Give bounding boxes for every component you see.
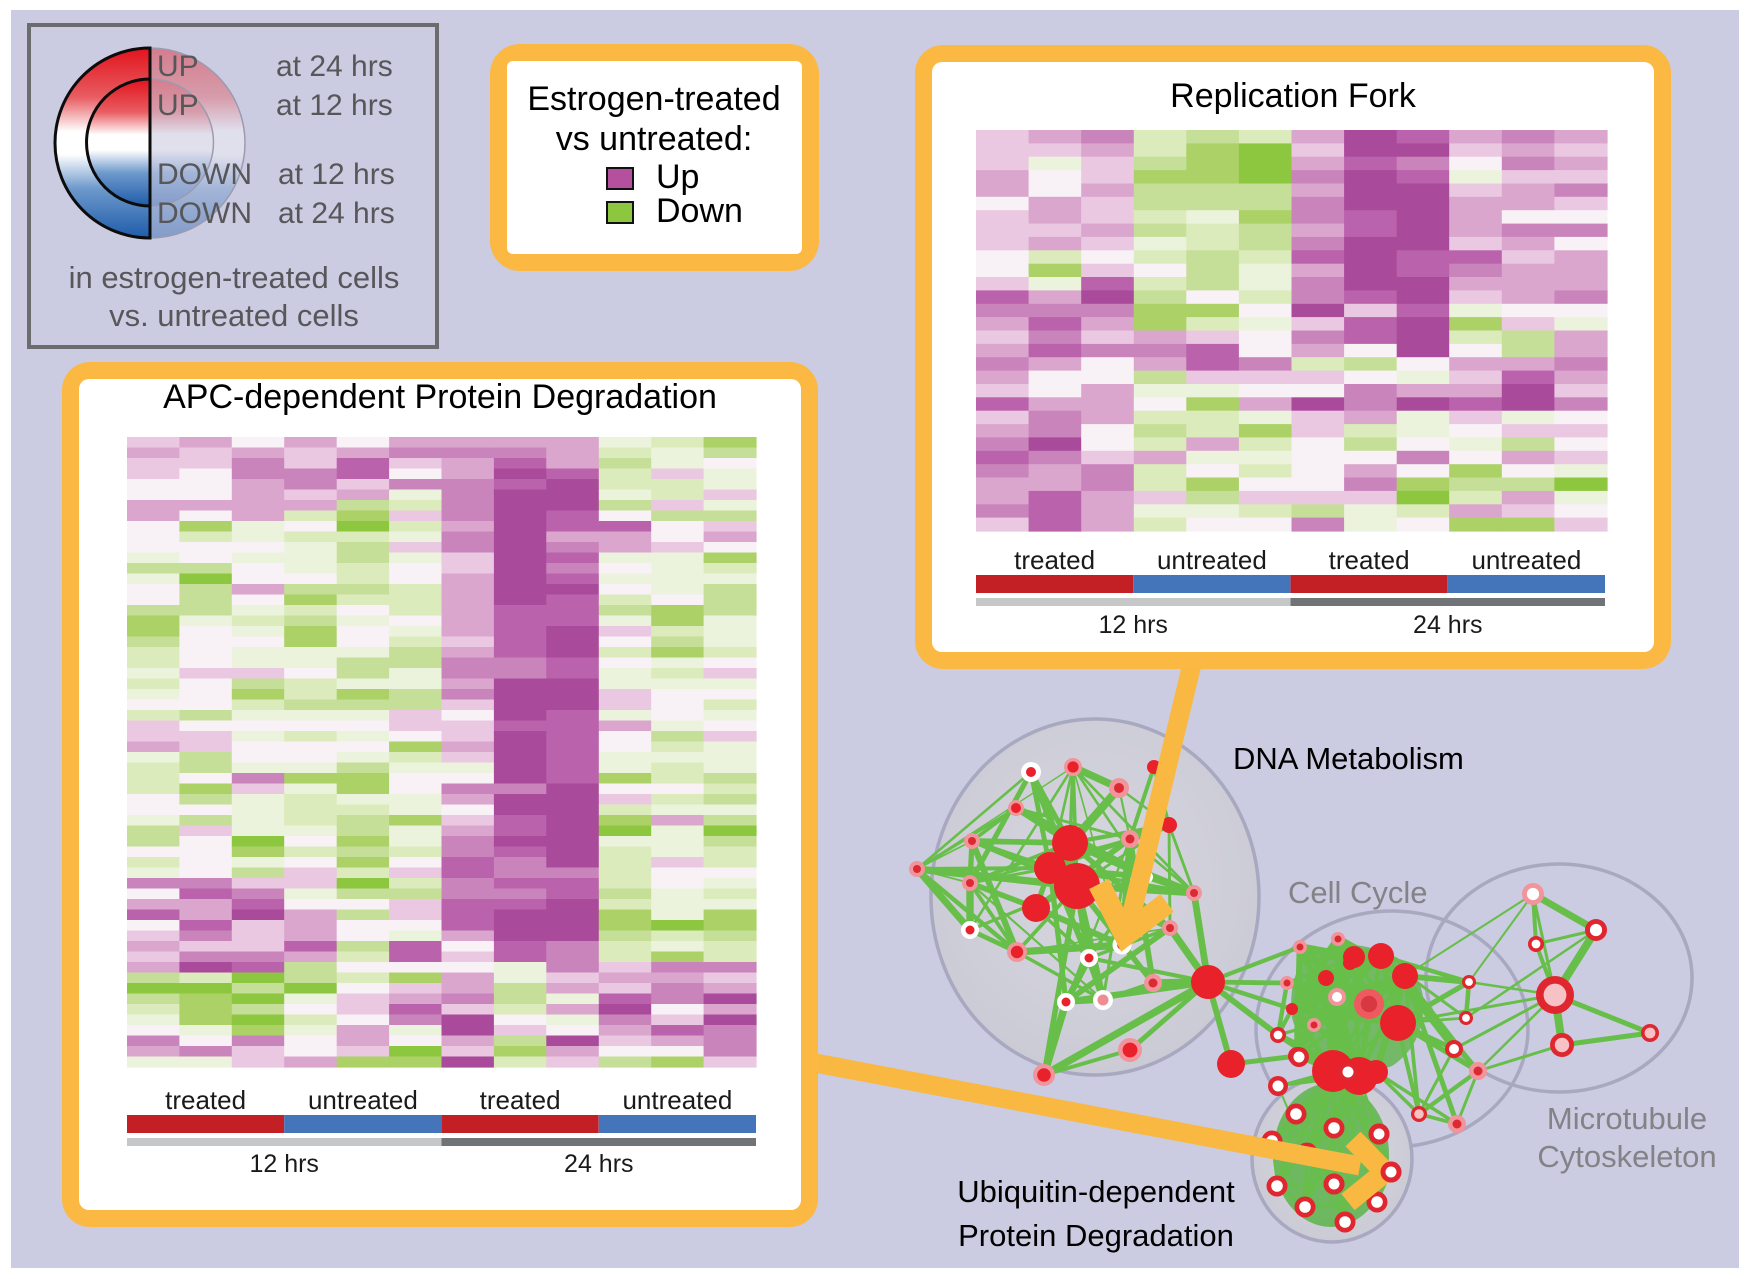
svg-text:Replication Fork: Replication Fork (1170, 77, 1417, 115)
svg-text:Protein Degradation: Protein Degradation (958, 1218, 1234, 1253)
svg-text:12 hrs: 12 hrs (249, 1150, 318, 1178)
svg-text:at 12 hrs: at 12 hrs (278, 158, 395, 191)
svg-text:24 hrs: 24 hrs (564, 1150, 633, 1178)
svg-text:untreated: untreated (1471, 545, 1581, 575)
svg-text:DOWN: DOWN (157, 158, 252, 191)
svg-text:12 hrs: 12 hrs (1098, 611, 1167, 639)
svg-text:untreated: untreated (1157, 545, 1267, 575)
svg-text:DOWN: DOWN (157, 197, 252, 230)
svg-text:Cytoskeleton: Cytoskeleton (1537, 1139, 1716, 1174)
svg-text:Microtubule: Microtubule (1547, 1101, 1707, 1136)
svg-text:UP: UP (157, 89, 199, 122)
svg-text:at 24 hrs: at 24 hrs (276, 50, 393, 83)
svg-text:24 hrs: 24 hrs (1413, 611, 1482, 639)
svg-text:at 12 hrs: at 12 hrs (276, 89, 393, 122)
svg-text:Down: Down (656, 192, 743, 230)
svg-text:treated: treated (480, 1085, 561, 1115)
svg-text:in estrogen-treated cells: in estrogen-treated cells (69, 260, 400, 295)
svg-text:Cell Cycle: Cell Cycle (1288, 875, 1428, 910)
svg-text:vs untreated:: vs untreated: (556, 120, 753, 158)
svg-text:Ubiquitin-dependent: Ubiquitin-dependent (957, 1174, 1235, 1209)
svg-text:untreated: untreated (622, 1085, 732, 1115)
svg-text:APC-dependent Protein Degradat: APC-dependent Protein Degradation (163, 378, 717, 416)
svg-text:at 24 hrs: at 24 hrs (278, 197, 395, 230)
svg-text:treated: treated (1329, 545, 1410, 575)
svg-text:DNA Metabolism: DNA Metabolism (1233, 741, 1464, 776)
svg-text:treated: treated (165, 1085, 246, 1115)
svg-text:untreated: untreated (308, 1085, 418, 1115)
svg-text:treated: treated (1014, 545, 1095, 575)
svg-text:vs. untreated cells: vs. untreated cells (109, 298, 359, 333)
svg-text:UP: UP (157, 50, 199, 83)
svg-text:Up: Up (656, 158, 699, 196)
svg-text:Estrogen-treated: Estrogen-treated (527, 80, 780, 118)
